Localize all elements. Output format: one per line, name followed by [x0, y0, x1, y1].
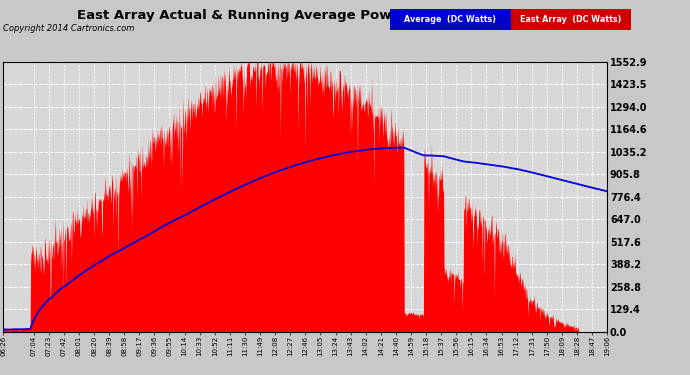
Text: Average  (DC Watts): Average (DC Watts) — [404, 15, 496, 24]
Text: East Array  (DC Watts): East Array (DC Watts) — [520, 15, 622, 24]
Text: East Array Actual & Running Average Power Sat Sep 6 19:18: East Array Actual & Running Average Powe… — [77, 9, 530, 22]
Text: Copyright 2014 Cartronics.com: Copyright 2014 Cartronics.com — [3, 24, 135, 33]
